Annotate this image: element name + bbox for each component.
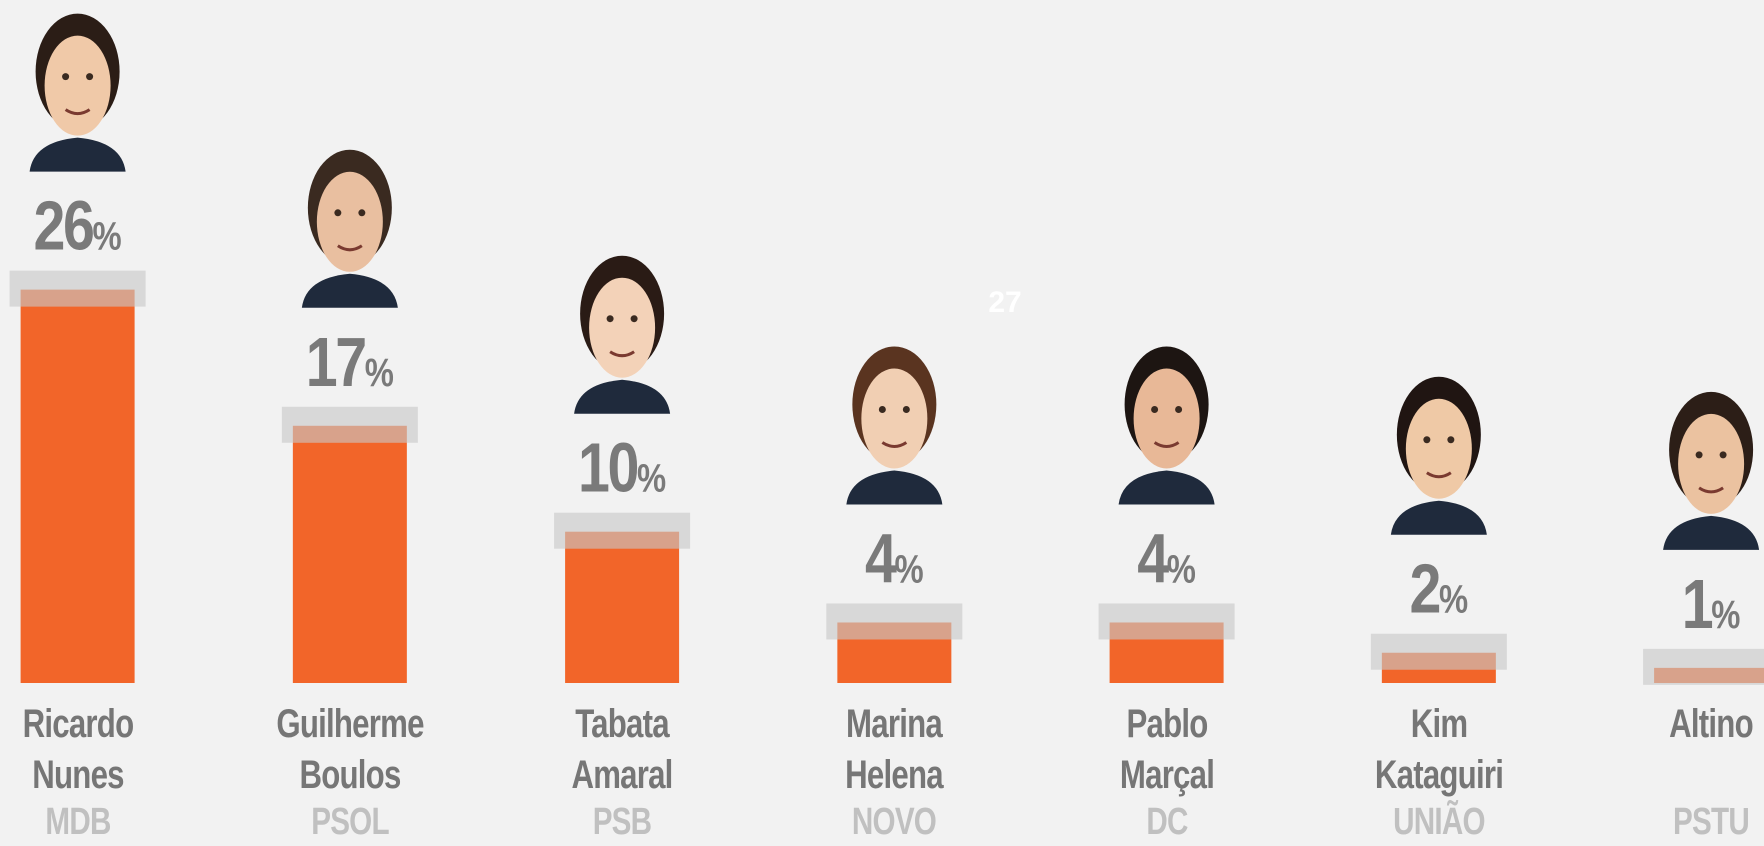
portrait (846, 346, 943, 505)
value-number: 4 (865, 519, 897, 598)
portrait-eye (1175, 405, 1183, 413)
portrait-mouth (609, 350, 635, 358)
party-label: UNIÃO (1393, 801, 1485, 843)
portrait-shoulders (846, 470, 943, 505)
portrait-shoulders (574, 379, 671, 414)
portrait-eye (1719, 451, 1727, 459)
value-unit: % (895, 546, 924, 591)
portrait-face (1133, 368, 1200, 469)
portrait-shoulders (1118, 470, 1215, 505)
portrait-shoulders (1390, 500, 1487, 535)
value-unit: % (1167, 546, 1196, 591)
portrait (29, 13, 126, 172)
category-label: Tabata Amaral (571, 702, 674, 797)
party-label: DC (1145, 801, 1188, 843)
portrait-shoulders (1663, 515, 1760, 550)
value-label: 2% (1410, 549, 1469, 628)
category-label: Pablo Marçal (1119, 702, 1215, 797)
party-label: PSOL (311, 801, 389, 843)
party-label: NOVO (852, 801, 937, 843)
value-label: 26% (34, 186, 122, 265)
portrait-eye (1151, 405, 1159, 413)
value-label: 4% (865, 519, 924, 598)
portrait-eye (878, 405, 886, 413)
portrait-shoulders (29, 137, 126, 172)
portrait-face (1405, 398, 1472, 499)
portrait-shoulders (301, 273, 398, 308)
value-number: 26 (34, 186, 94, 265)
portrait-mouth (1153, 441, 1180, 448)
value-unit: % (1711, 592, 1740, 637)
value-label: 4% (1137, 519, 1196, 598)
bar-highlight (1643, 648, 1764, 685)
value-unit: % (92, 214, 121, 259)
portrait-mouth (881, 441, 908, 448)
party-label: PSB (592, 801, 652, 843)
value-unit: % (637, 456, 666, 501)
bar-highlight (281, 406, 418, 443)
category-label: Kim Kataguiri (1374, 702, 1504, 797)
portrait (574, 255, 671, 414)
bar-highlight (554, 512, 691, 549)
bar (20, 289, 135, 683)
value-number: 2 (1410, 549, 1440, 628)
value-unit: % (365, 350, 394, 395)
category-label: Marina Helena (845, 702, 944, 797)
bar-highlight (1370, 633, 1507, 670)
portrait-face (1678, 413, 1745, 514)
value-label: 17% (306, 322, 394, 401)
portrait-face (316, 171, 383, 272)
portrait (1118, 346, 1215, 505)
portrait-face (44, 35, 111, 136)
portrait-mouth (64, 108, 91, 116)
portrait-eye (1695, 451, 1703, 459)
portrait-eye (334, 209, 342, 217)
category-label: Guilherme Boulos (276, 702, 424, 797)
party-label: MDB (45, 801, 111, 843)
portrait (301, 149, 398, 308)
portrait-eye (62, 73, 70, 81)
portrait (1390, 376, 1487, 535)
bar-highlight (1098, 603, 1235, 640)
value-number: 10 (578, 428, 637, 507)
portrait-eye (86, 73, 94, 81)
portrait-eye (902, 405, 910, 413)
category-label: Altino (1669, 702, 1753, 746)
portrait-face (589, 277, 656, 378)
value-label: 1% (1682, 564, 1741, 643)
value-number: 1 (1682, 564, 1712, 643)
value-number: 4 (1137, 519, 1169, 598)
value-label: 10% (578, 428, 666, 507)
portrait-eye (358, 209, 366, 217)
portrait-mouth (337, 244, 363, 252)
value-unit: % (1439, 577, 1468, 622)
bar (565, 531, 680, 683)
bar (292, 425, 407, 683)
bar-highlight (9, 270, 146, 307)
portrait-mouth (1698, 486, 1724, 494)
portrait-eye (1447, 436, 1455, 444)
party-label: PSTU (1673, 801, 1750, 843)
portrait-eye (1423, 436, 1431, 444)
portrait (1663, 391, 1760, 550)
portrait-eye (630, 315, 638, 323)
portrait-mouth (1426, 471, 1452, 479)
portrait-eye (606, 315, 614, 323)
value-number: 17 (306, 322, 365, 401)
category-label: Ricardo Nunes (22, 702, 133, 797)
bar-highlight (826, 603, 963, 640)
note-number: 27 (988, 286, 1021, 319)
portrait-face (861, 368, 928, 469)
